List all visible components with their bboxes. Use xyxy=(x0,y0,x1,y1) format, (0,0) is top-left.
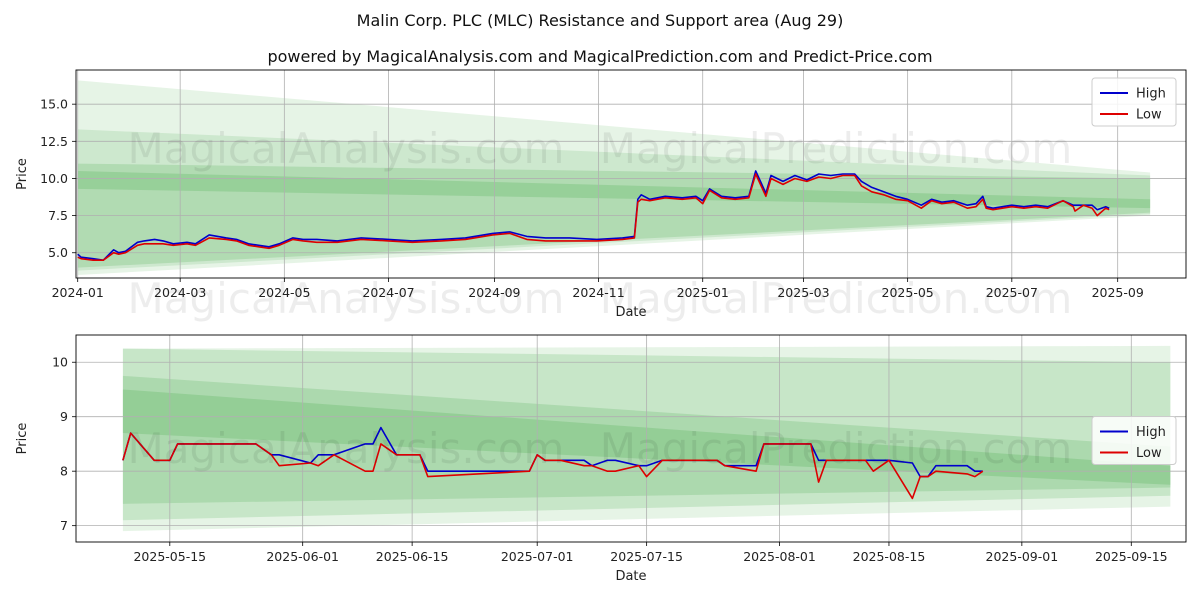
watermark-text: MagicalAnalysis.com xyxy=(128,424,565,473)
series-line-high xyxy=(77,170,1110,261)
watermark-text: MagicalAnalysis.com xyxy=(128,274,565,323)
x-tick-label: 2025-08-15 xyxy=(853,549,926,564)
y-axis-label: Price xyxy=(15,158,30,190)
legend: High Low xyxy=(1091,416,1177,465)
watermark-text: MagicalPrediction.com xyxy=(600,424,1073,473)
support-resistance-band xyxy=(77,129,1151,271)
legend-label-high: High xyxy=(1136,425,1166,440)
watermark-text: MagicalAnalysis.com xyxy=(128,124,565,173)
y-tick-label: 7.5 xyxy=(48,208,68,223)
x-tick-label: 2025-07-15 xyxy=(610,549,683,564)
series-line-low xyxy=(77,173,1110,261)
plot-frame xyxy=(75,69,1187,279)
x-tick-label: 2024-07 xyxy=(362,285,414,300)
legend-box xyxy=(1091,77,1177,127)
y-axis-label: Price xyxy=(15,423,30,455)
legend-box xyxy=(1091,416,1177,465)
x-tick-label: 2025-06-15 xyxy=(376,549,449,564)
watermark-text: MagicalPrediction.com xyxy=(600,124,1073,173)
bottom-panel: MagicalAnalysis.com MagicalPrediction.com… xyxy=(15,334,1187,584)
x-tick-label: 2025-05 xyxy=(882,285,934,300)
support-resistance-band xyxy=(77,80,1151,276)
y-tick-label: 8 xyxy=(60,464,68,479)
x-tick-label: 2025-05-15 xyxy=(133,549,206,564)
x-tick-label: 2025-07 xyxy=(986,285,1038,300)
support-resistance-band xyxy=(77,171,1151,209)
chart-subtitle: powered by MagicalAnalysis.com and Magic… xyxy=(267,47,932,66)
x-tick-label: 2025-09-15 xyxy=(1095,549,1168,564)
y-tick-label: 5.0 xyxy=(48,245,68,260)
x-tick-label: 2025-01 xyxy=(677,285,729,300)
x-tick-label: 2024-03 xyxy=(154,285,206,300)
legend: High Low xyxy=(1091,77,1177,127)
x-tick-label: 2025-08-01 xyxy=(743,549,816,564)
x-tick-label: 2025-09 xyxy=(1092,285,1144,300)
plot-frame xyxy=(75,334,1187,543)
x-tick-label: 2025-07-01 xyxy=(501,549,574,564)
x-tick-label: 2025-09-01 xyxy=(986,549,1059,564)
x-axis-label: Date xyxy=(615,305,646,320)
x-tick-label: 2025-03 xyxy=(777,285,829,300)
x-tick-label: 2024-05 xyxy=(258,285,310,300)
chart-title: Malin Corp. PLC (MLC) Resistance and Sup… xyxy=(357,11,844,30)
y-tick-label: 9 xyxy=(60,409,68,424)
y-tick-label: 10 xyxy=(52,355,68,370)
top-panel: MagicalAnalysis.com MagicalPrediction.com… xyxy=(15,69,1187,323)
legend-label-high: High xyxy=(1136,87,1166,102)
y-tick-label: 12.5 xyxy=(40,134,68,149)
x-tick-label: 2025-06-01 xyxy=(266,549,339,564)
series-line-low xyxy=(122,432,984,500)
x-axis-label: Date xyxy=(615,569,646,584)
y-tick-label: 7 xyxy=(60,518,68,533)
watermark-text: MagicalPrediction.com xyxy=(600,274,1073,323)
y-tick-label: 10.0 xyxy=(40,171,68,186)
x-tick-label: 2024-01 xyxy=(52,285,104,300)
x-tick-label: 2024-09 xyxy=(468,285,520,300)
x-tick-label: 2024-11 xyxy=(572,285,624,300)
legend-label-low: Low xyxy=(1136,446,1162,461)
y-tick-label: 15.0 xyxy=(40,97,68,112)
legend-label-low: Low xyxy=(1136,108,1162,123)
